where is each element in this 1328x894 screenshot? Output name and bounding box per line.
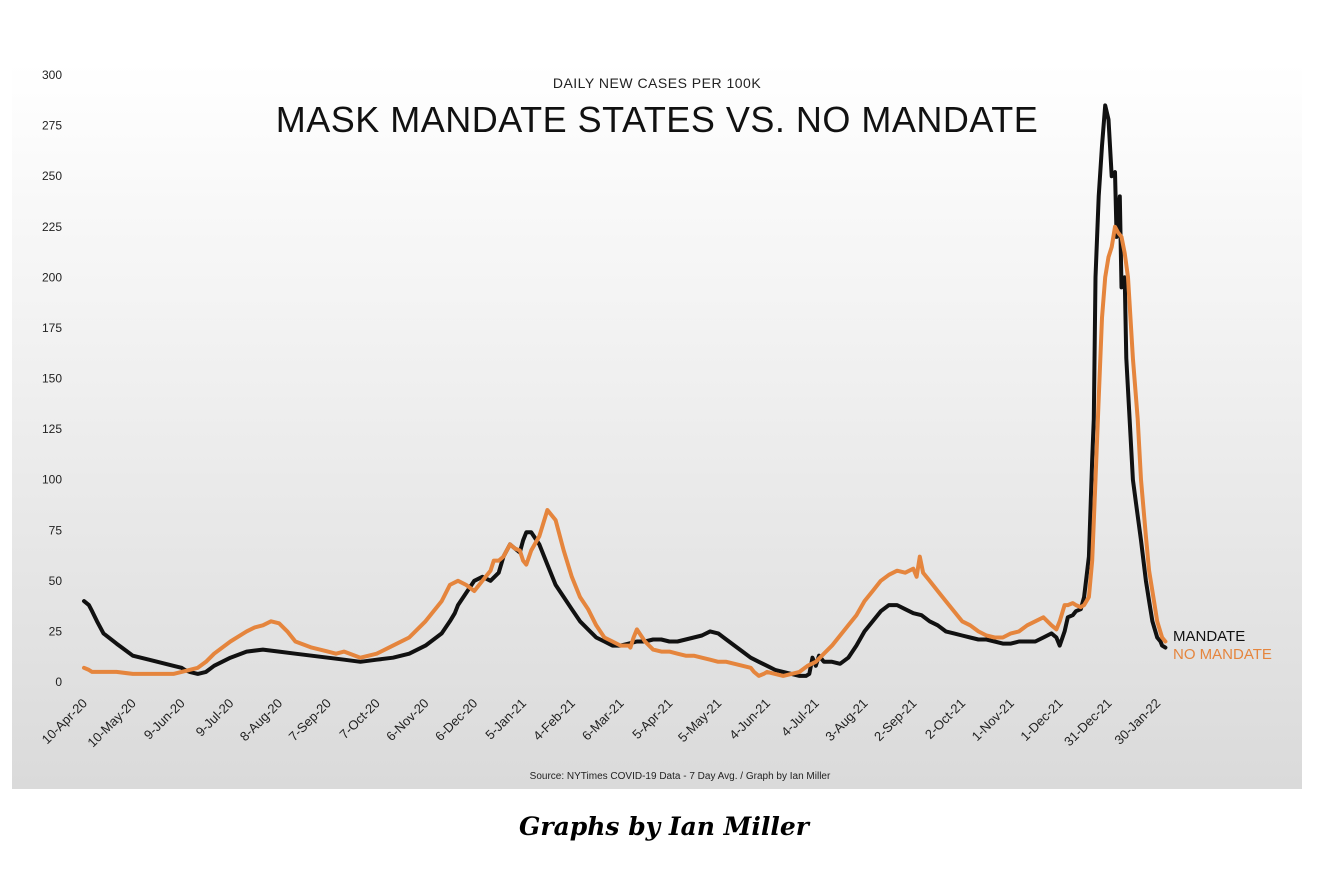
figure-caption: Graphs by Ian Miller bbox=[519, 812, 809, 841]
x-tick-label: 10-Apr-20 bbox=[39, 696, 90, 747]
series-line-mandate bbox=[82, 103, 1168, 678]
x-tick-label: 2-Oct-21 bbox=[922, 696, 968, 742]
x-tick-label: 7-Oct-20 bbox=[336, 696, 382, 742]
x-tick-label: 7-Sep-20 bbox=[286, 696, 334, 744]
y-tick-label: 0 bbox=[55, 675, 62, 689]
x-tick-label: 31-Dec-21 bbox=[1061, 696, 1115, 750]
y-tick-label: 175 bbox=[42, 321, 62, 335]
x-tick-label: 9-Jun-20 bbox=[141, 696, 188, 743]
y-tick-label: 250 bbox=[42, 169, 62, 183]
legend-label-mandate: MANDATE bbox=[1173, 628, 1245, 645]
x-tick-label: 4-Feb-21 bbox=[530, 696, 578, 744]
x-tick-label: 4-Jul-21 bbox=[778, 696, 822, 740]
y-axis: 0 25 50 75 100 125 150 175 200 225 250 275 300 bbox=[42, 68, 62, 689]
x-tick-label: 30-Jan-22 bbox=[1111, 696, 1163, 748]
x-tick-label: 3-Aug-21 bbox=[822, 696, 870, 744]
x-tick-label: 5-Jan-21 bbox=[482, 696, 529, 743]
y-tick-label: 275 bbox=[42, 119, 62, 133]
x-tick-label: 6-Nov-20 bbox=[383, 696, 431, 744]
y-tick-label: 100 bbox=[42, 473, 62, 487]
y-tick-label: 300 bbox=[42, 68, 62, 82]
x-tick-label: 5-May-21 bbox=[675, 696, 724, 745]
chart-subtitle: DAILY NEW CASES PER 100K bbox=[553, 75, 761, 91]
chart-source-note: Source: NYTimes COVID-19 Data - 7 Day Av… bbox=[530, 771, 831, 782]
y-tick-label: 225 bbox=[42, 220, 62, 234]
y-tick-label: 200 bbox=[42, 270, 62, 284]
x-tick-label: 9-Jul-20 bbox=[193, 696, 237, 740]
y-tick-label: 75 bbox=[49, 523, 63, 537]
series-layer bbox=[82, 103, 1168, 678]
y-tick-label: 125 bbox=[42, 422, 62, 436]
x-tick-label: 2-Sep-21 bbox=[871, 696, 919, 744]
x-tick-label: 6-Dec-20 bbox=[432, 696, 480, 744]
y-tick-label: 50 bbox=[49, 574, 63, 588]
legend-label-no-mandate: NO MANDATE bbox=[1173, 646, 1272, 663]
chart-title: MASK MANDATE STATES VS. NO MANDATE bbox=[276, 99, 1038, 140]
x-tick-label: 6-Mar-21 bbox=[579, 696, 627, 744]
series-line-no-mandate bbox=[82, 224, 1168, 678]
x-tick-label: 1-Nov-21 bbox=[969, 696, 1017, 744]
x-tick-label: 5-Apr-21 bbox=[629, 696, 675, 742]
x-tick-label: 8-Aug-20 bbox=[237, 696, 285, 744]
x-tick-label: 10-May-20 bbox=[84, 696, 139, 751]
x-tick-label: 1-Dec-21 bbox=[1017, 696, 1065, 744]
y-tick-label: 150 bbox=[42, 372, 62, 386]
y-tick-label: 25 bbox=[49, 624, 63, 638]
x-tick-label: 4-Jun-21 bbox=[726, 696, 773, 743]
chart-area: 0 25 50 75 100 125 150 175 200 225 250 275 300 10-Ap… bbox=[12, 62, 1302, 789]
line-chart: 0 25 50 75 100 125 150 175 200 225 250 275 300 10-Ap… bbox=[39, 68, 1272, 782]
